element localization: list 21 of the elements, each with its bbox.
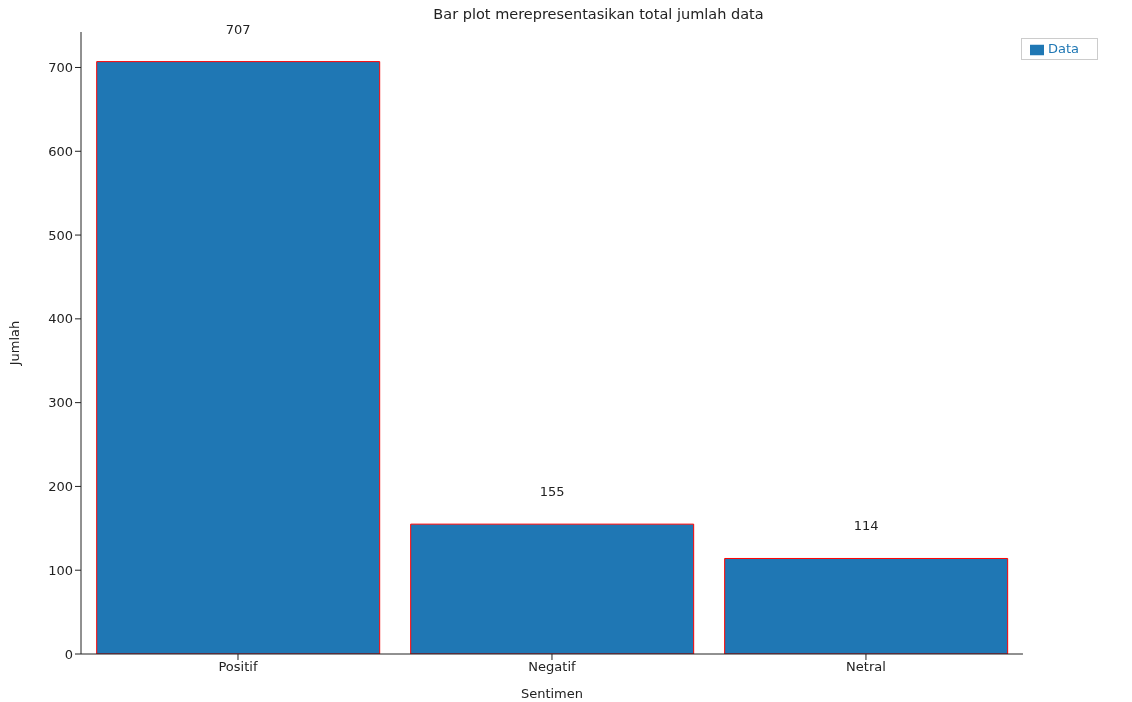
chart-title: Bar plot merepresentasikan total jumlah data: [432, 6, 765, 22]
bar: [410, 523, 695, 654]
x-tick-label: Positif: [218, 659, 258, 675]
x-axis-title: Sentimen: [520, 686, 584, 701]
y-axis-title: Jumlah: [6, 320, 22, 367]
data-label: 114: [853, 518, 879, 534]
y-tick-label: 500: [48, 227, 73, 243]
y-tick-label: 300: [48, 395, 73, 411]
y-tick-label: 600: [48, 143, 73, 159]
y-tick-label: 200: [48, 479, 73, 495]
y-tick-label: 400: [48, 311, 73, 327]
y-tick-label: 700: [48, 60, 73, 76]
bar: [724, 557, 1009, 654]
y-tick-label: 0: [64, 646, 73, 662]
legend-label: Data: [1047, 41, 1079, 56]
data-label: 707: [225, 21, 251, 37]
x-tick-label: Negatif: [528, 659, 577, 675]
bar: [96, 61, 381, 654]
data-label: 155: [539, 484, 565, 500]
y-tick-label: 100: [48, 562, 73, 578]
x-tick-label: Netral: [846, 659, 886, 675]
